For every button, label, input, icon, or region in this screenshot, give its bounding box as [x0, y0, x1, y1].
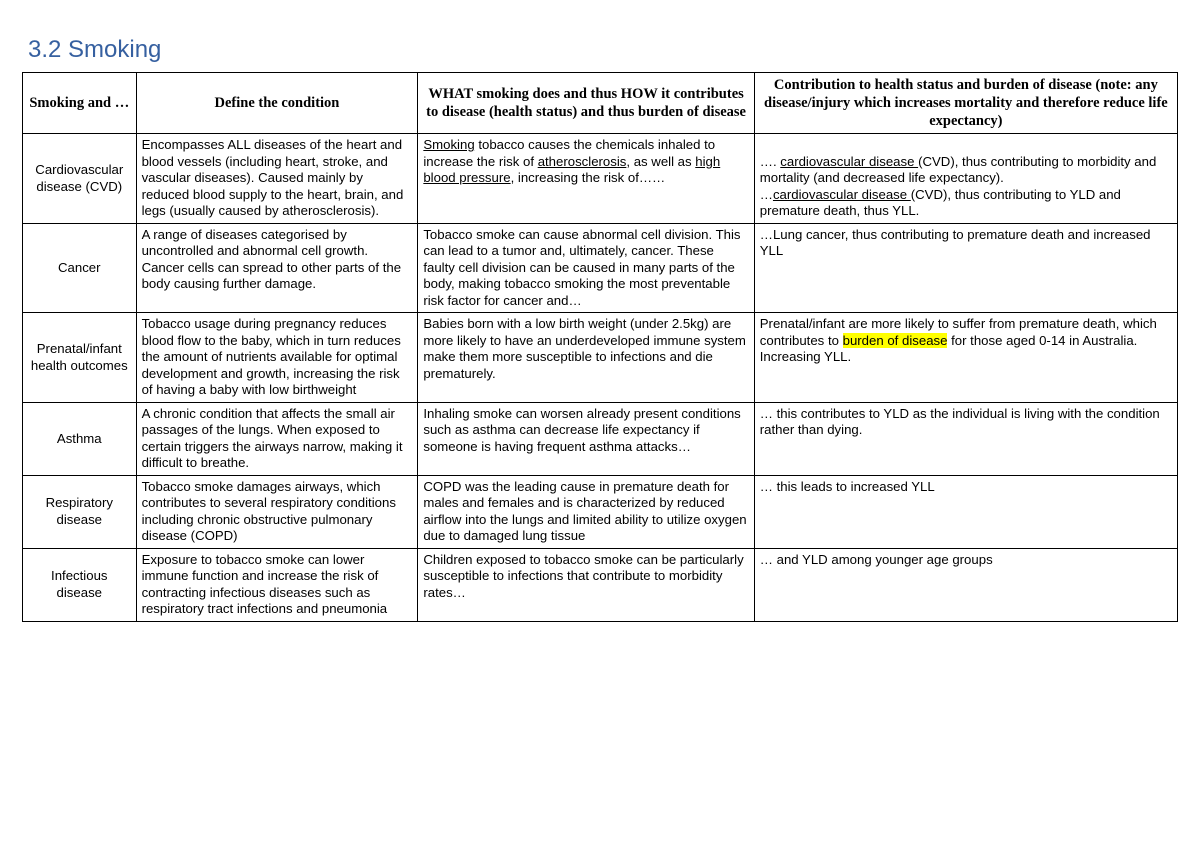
underlined-text: cardiovascular disease [773, 187, 911, 202]
col-header-smoking-and: Smoking and … [23, 73, 137, 134]
cell-contribution: …. cardiovascular disease (CVD), thus co… [754, 134, 1177, 224]
cell-contribution: … this leads to increased YLL [754, 475, 1177, 548]
table-row: Asthma A chronic condition that affects … [23, 402, 1178, 475]
cell-what: Babies born with a low birth weight (und… [418, 313, 754, 403]
table-row: Respiratory disease Tobacco smoke damage… [23, 475, 1178, 548]
table-header-row: Smoking and … Define the condition WHAT … [23, 73, 1178, 134]
underlined-text: cardiovascular disease [780, 154, 918, 169]
cell-what: Smoking tobacco causes the chemicals inh… [418, 134, 754, 224]
cell-what: COPD was the leading cause in premature … [418, 475, 754, 548]
col-header-define: Define the condition [136, 73, 418, 134]
cell-define: Exposure to tobacco smoke can lower immu… [136, 548, 418, 621]
text: , as well as [626, 154, 695, 169]
cell-contribution: Prenatal/infant are more likely to suffe… [754, 313, 1177, 403]
highlighted-text: burden of disease [843, 333, 948, 348]
cell-contribution: …Lung cancer, thus contributing to prema… [754, 223, 1177, 313]
table-row: Prenatal/infant health outcomes Tobacco … [23, 313, 1178, 403]
table-row: Cardiovascular disease (CVD) Encompasses… [23, 134, 1178, 224]
table-row: Cancer A range of diseases categorised b… [23, 223, 1178, 313]
section-heading: 3.2 Smoking [28, 36, 1178, 64]
cell-define: A chronic condition that affects the sma… [136, 402, 418, 475]
col-header-contribution: Contribution to health status and burden… [754, 73, 1177, 134]
cell-what: Inhaling smoke can worsen already presen… [418, 402, 754, 475]
row-label-respiratory: Respiratory disease [23, 475, 137, 548]
cell-define: Tobacco smoke damages airways, which con… [136, 475, 418, 548]
cell-contribution: … this contributes to YLD as the individ… [754, 402, 1177, 475]
cell-define: Encompasses ALL diseases of the heart an… [136, 134, 418, 224]
row-label-infectious: Infectious disease [23, 548, 137, 621]
table-row: Infectious disease Exposure to tobacco s… [23, 548, 1178, 621]
cell-contribution: … and YLD among younger age groups [754, 548, 1177, 621]
text: …. [760, 154, 781, 169]
cell-define: A range of diseases categorised by uncon… [136, 223, 418, 313]
text: , increasing the risk of…… [511, 170, 666, 185]
col-header-what: WHAT smoking does and thus HOW it contri… [418, 73, 754, 134]
underlined-text: Smoking [423, 137, 474, 152]
cell-what: Children exposed to tobacco smoke can be… [418, 548, 754, 621]
underlined-text: atherosclerosis [538, 154, 627, 169]
row-label-cancer: Cancer [23, 223, 137, 313]
row-label-cvd: Cardiovascular disease (CVD) [23, 134, 137, 224]
smoking-table: Smoking and … Define the condition WHAT … [22, 72, 1178, 622]
row-label-prenatal: Prenatal/infant health outcomes [23, 313, 137, 403]
cell-define: Tobacco usage during pregnancy reduces b… [136, 313, 418, 403]
row-label-asthma: Asthma [23, 402, 137, 475]
cell-what: Tobacco smoke can cause abnormal cell di… [418, 223, 754, 313]
